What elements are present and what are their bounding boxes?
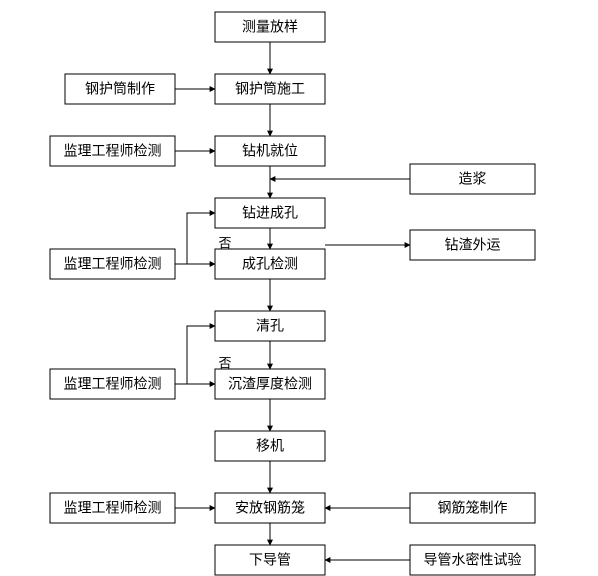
label: 成孔检测	[242, 256, 298, 272]
label: 安放钢筋笼	[235, 500, 305, 516]
label: 造浆	[459, 171, 487, 187]
label: 导管水密性试验	[424, 552, 522, 568]
label: 监理工程师检测	[64, 143, 162, 159]
label: 测量放样	[242, 19, 298, 35]
label: 钢护筒施工	[235, 81, 305, 97]
label: 下导管	[249, 552, 291, 568]
edge	[187, 213, 215, 264]
label: 移机	[256, 438, 284, 454]
label: 钻渣外运	[445, 237, 501, 253]
label: 否	[218, 235, 231, 250]
label: 钻进成孔	[242, 205, 298, 221]
label: 监理工程师检测	[64, 500, 162, 516]
label: 钻机就位	[242, 143, 298, 159]
label: 钢护筒制作	[85, 81, 155, 97]
label: 沉渣厚度检测	[228, 376, 312, 392]
label: 清孔	[256, 318, 284, 334]
label: 监理工程师检测	[64, 256, 162, 272]
label: 否	[218, 355, 231, 370]
label: 监理工程师检测	[64, 376, 162, 392]
flowchart-canvas: 否否测量放样钢护筒制作钢护筒施工监理工程师检测钻机就位造浆钻进成孔钻渣外运监理工…	[0, 0, 598, 576]
label: 钢筋笼制作	[438, 500, 508, 516]
edge	[187, 326, 215, 384]
